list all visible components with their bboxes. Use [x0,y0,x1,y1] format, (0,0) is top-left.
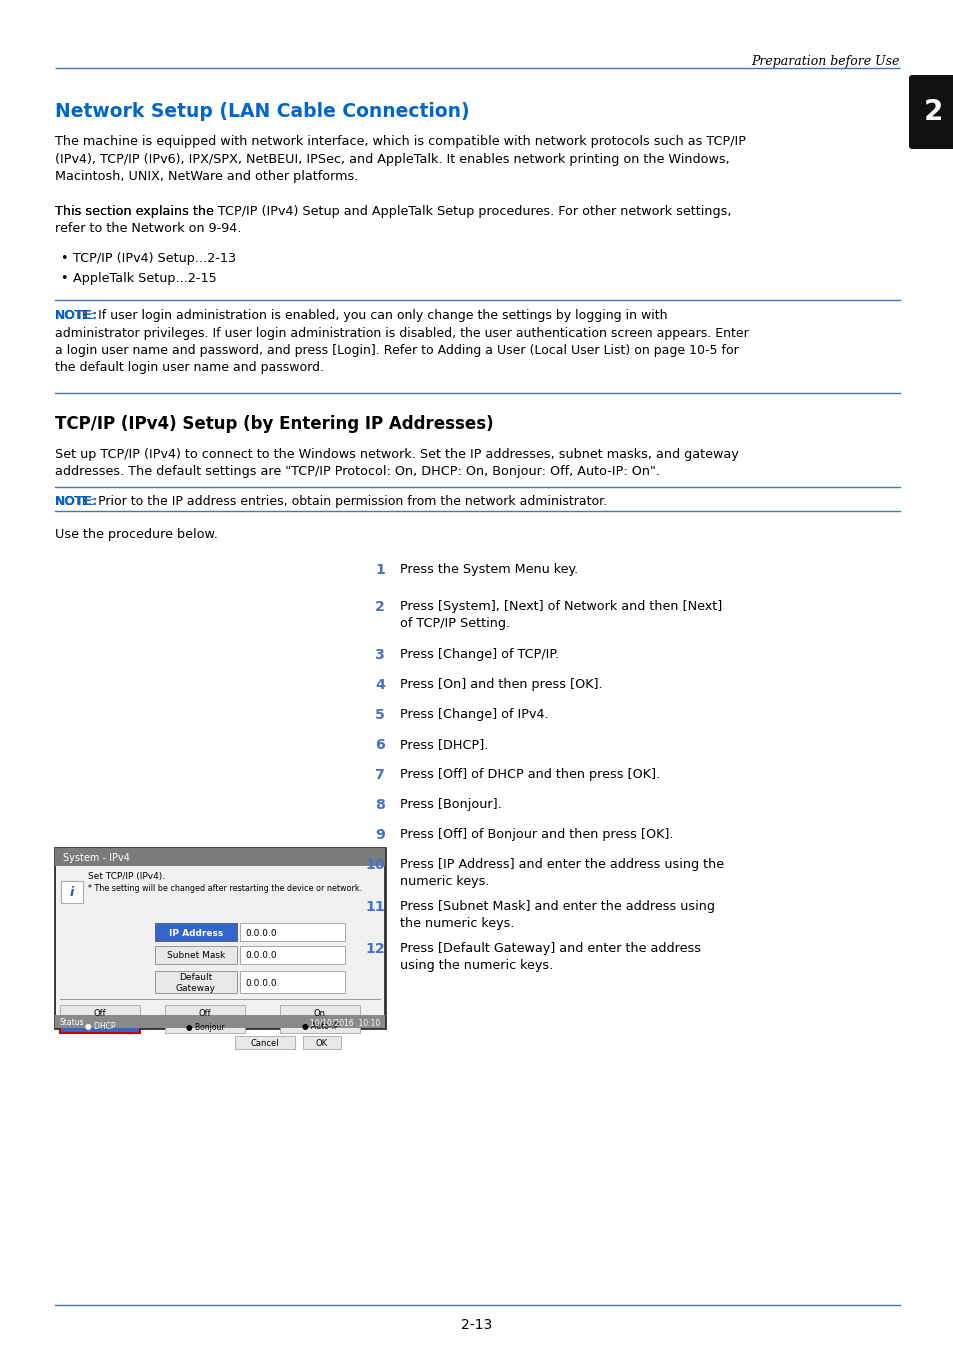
Bar [154,971,236,994]
Text: Use the procedure below.: Use the procedure below. [55,528,217,541]
Text: 11: 11 [365,900,385,914]
Text: 4: 4 [375,678,385,693]
Text: Press [System], [Next] of Network and then [Next]
of TCP/IP Setting.: Press [System], [Next] of Network and th… [399,599,721,630]
Text: ● Auto-IP: ● Auto-IP [301,1022,338,1031]
Text: 6: 6 [375,738,385,752]
Text: Press [Subnet Mask] and enter the address using
the numeric keys.: Press [Subnet Mask] and enter the addres… [399,900,714,930]
Bar [154,946,236,964]
Text: 7: 7 [375,768,385,782]
Text: 2-13: 2-13 [461,1318,492,1332]
Text: 0.0.0.0: 0.0.0.0 [245,952,276,960]
Bar [55,848,385,1027]
Text: Press [Bonjour].: Press [Bonjour]. [399,798,501,811]
Text: 3: 3 [375,648,385,662]
Text: The machine is equipped with network interface, which is compatible with network: The machine is equipped with network int… [55,135,745,184]
Text: NOTE:: NOTE: [55,309,98,323]
Bar [280,1019,359,1033]
Bar [61,882,83,903]
Text: OK: OK [315,1038,328,1048]
Text: Preparation before Use: Preparation before Use [751,55,899,68]
Text: TCP/IP (IPv4) Setup...2-13: TCP/IP (IPv4) Setup...2-13 [73,252,236,265]
Bar [240,971,345,994]
Bar [234,1035,294,1049]
Text: 8: 8 [375,798,385,811]
Text: Set TCP/IP (IPv4).: Set TCP/IP (IPv4). [88,872,165,882]
Text: 2: 2 [923,99,942,126]
Bar [55,1015,385,1027]
Bar [303,1035,340,1049]
Text: Subnet Mask: Subnet Mask [167,952,225,960]
Text: 5: 5 [375,707,385,722]
Text: Off: Off [198,1008,212,1018]
Bar [60,1004,140,1019]
Text: Press the System Menu key.: Press the System Menu key. [399,563,578,576]
Text: 12: 12 [365,942,385,956]
Text: ● Bonjour: ● Bonjour [186,1022,224,1031]
Text: This section explains the: This section explains the [55,205,217,217]
Text: Press [On] and then press [OK].: Press [On] and then press [OK]. [399,678,602,691]
Text: Press [DHCP].: Press [DHCP]. [399,738,488,751]
Text: System - IPv4: System - IPv4 [63,853,130,863]
Text: Press [Default Gateway] and enter the address
using the numeric keys.: Press [Default Gateway] and enter the ad… [399,942,700,972]
Bar [280,1004,359,1019]
Text: Set up TCP/IP (IPv4) to connect to the Windows network. Set the IP addresses, su: Set up TCP/IP (IPv4) to connect to the W… [55,448,738,478]
Bar [240,946,345,964]
Text: Press [Change] of TCP/IP.: Press [Change] of TCP/IP. [399,648,558,662]
Bar [60,1019,140,1033]
Text: Press [Off] of Bonjour and then press [OK].: Press [Off] of Bonjour and then press [O… [399,828,673,841]
Text: Press [IP Address] and enter the address using the
numeric keys.: Press [IP Address] and enter the address… [399,859,723,888]
Text: Cancel: Cancel [251,1038,279,1048]
Text: 9: 9 [375,828,385,842]
Text: 1: 1 [375,563,385,576]
Text: AppleTalk Setup...2-15: AppleTalk Setup...2-15 [73,271,216,285]
Text: •: • [60,271,68,285]
Bar [55,848,385,865]
Text: TCP/IP (IPv4) Setup (by Entering IP Addresses): TCP/IP (IPv4) Setup (by Entering IP Addr… [55,414,493,433]
Text: 0.0.0.0: 0.0.0.0 [245,979,276,987]
Text: i: i [70,886,74,899]
Text: 10: 10 [365,859,385,872]
Text: On: On [314,1008,326,1018]
Text: NOTE: Prior to the IP address entries, obtain permission from the network admini: NOTE: Prior to the IP address entries, o… [55,495,606,508]
Text: •: • [60,252,68,265]
Bar [165,1019,245,1033]
Text: 10/10/2016  10:10: 10/10/2016 10:10 [310,1018,379,1027]
Bar [240,923,345,941]
Text: NOTE:: NOTE: [55,495,98,508]
Text: ● DHCP: ● DHCP [85,1022,115,1031]
Text: Off: Off [93,1008,106,1018]
Text: 2: 2 [375,599,385,614]
Text: Network Setup (LAN Cable Connection): Network Setup (LAN Cable Connection) [55,103,469,122]
Text: NOTE: If user login administration is enabled, you can only change the settings : NOTE: If user login administration is en… [55,309,748,374]
Bar [154,923,236,941]
Text: 0.0.0.0: 0.0.0.0 [245,929,276,937]
Text: Press [Off] of DHCP and then press [OK].: Press [Off] of DHCP and then press [OK]. [399,768,659,782]
Text: This section explains the TCP/IP (IPv4) Setup and AppleTalk Setup procedures. Fo: This section explains the TCP/IP (IPv4) … [55,205,731,235]
Text: Status: Status [60,1018,85,1027]
Text: IP Address: IP Address [169,929,223,937]
Text: * The setting will be changed after restarting the device or network.: * The setting will be changed after rest… [88,884,362,892]
Bar [56,865,384,1027]
Text: Press [Change] of IPv4.: Press [Change] of IPv4. [399,707,548,721]
Bar [165,1004,245,1019]
Text: Default
Gateway: Default Gateway [175,973,215,992]
FancyBboxPatch shape [908,76,953,148]
